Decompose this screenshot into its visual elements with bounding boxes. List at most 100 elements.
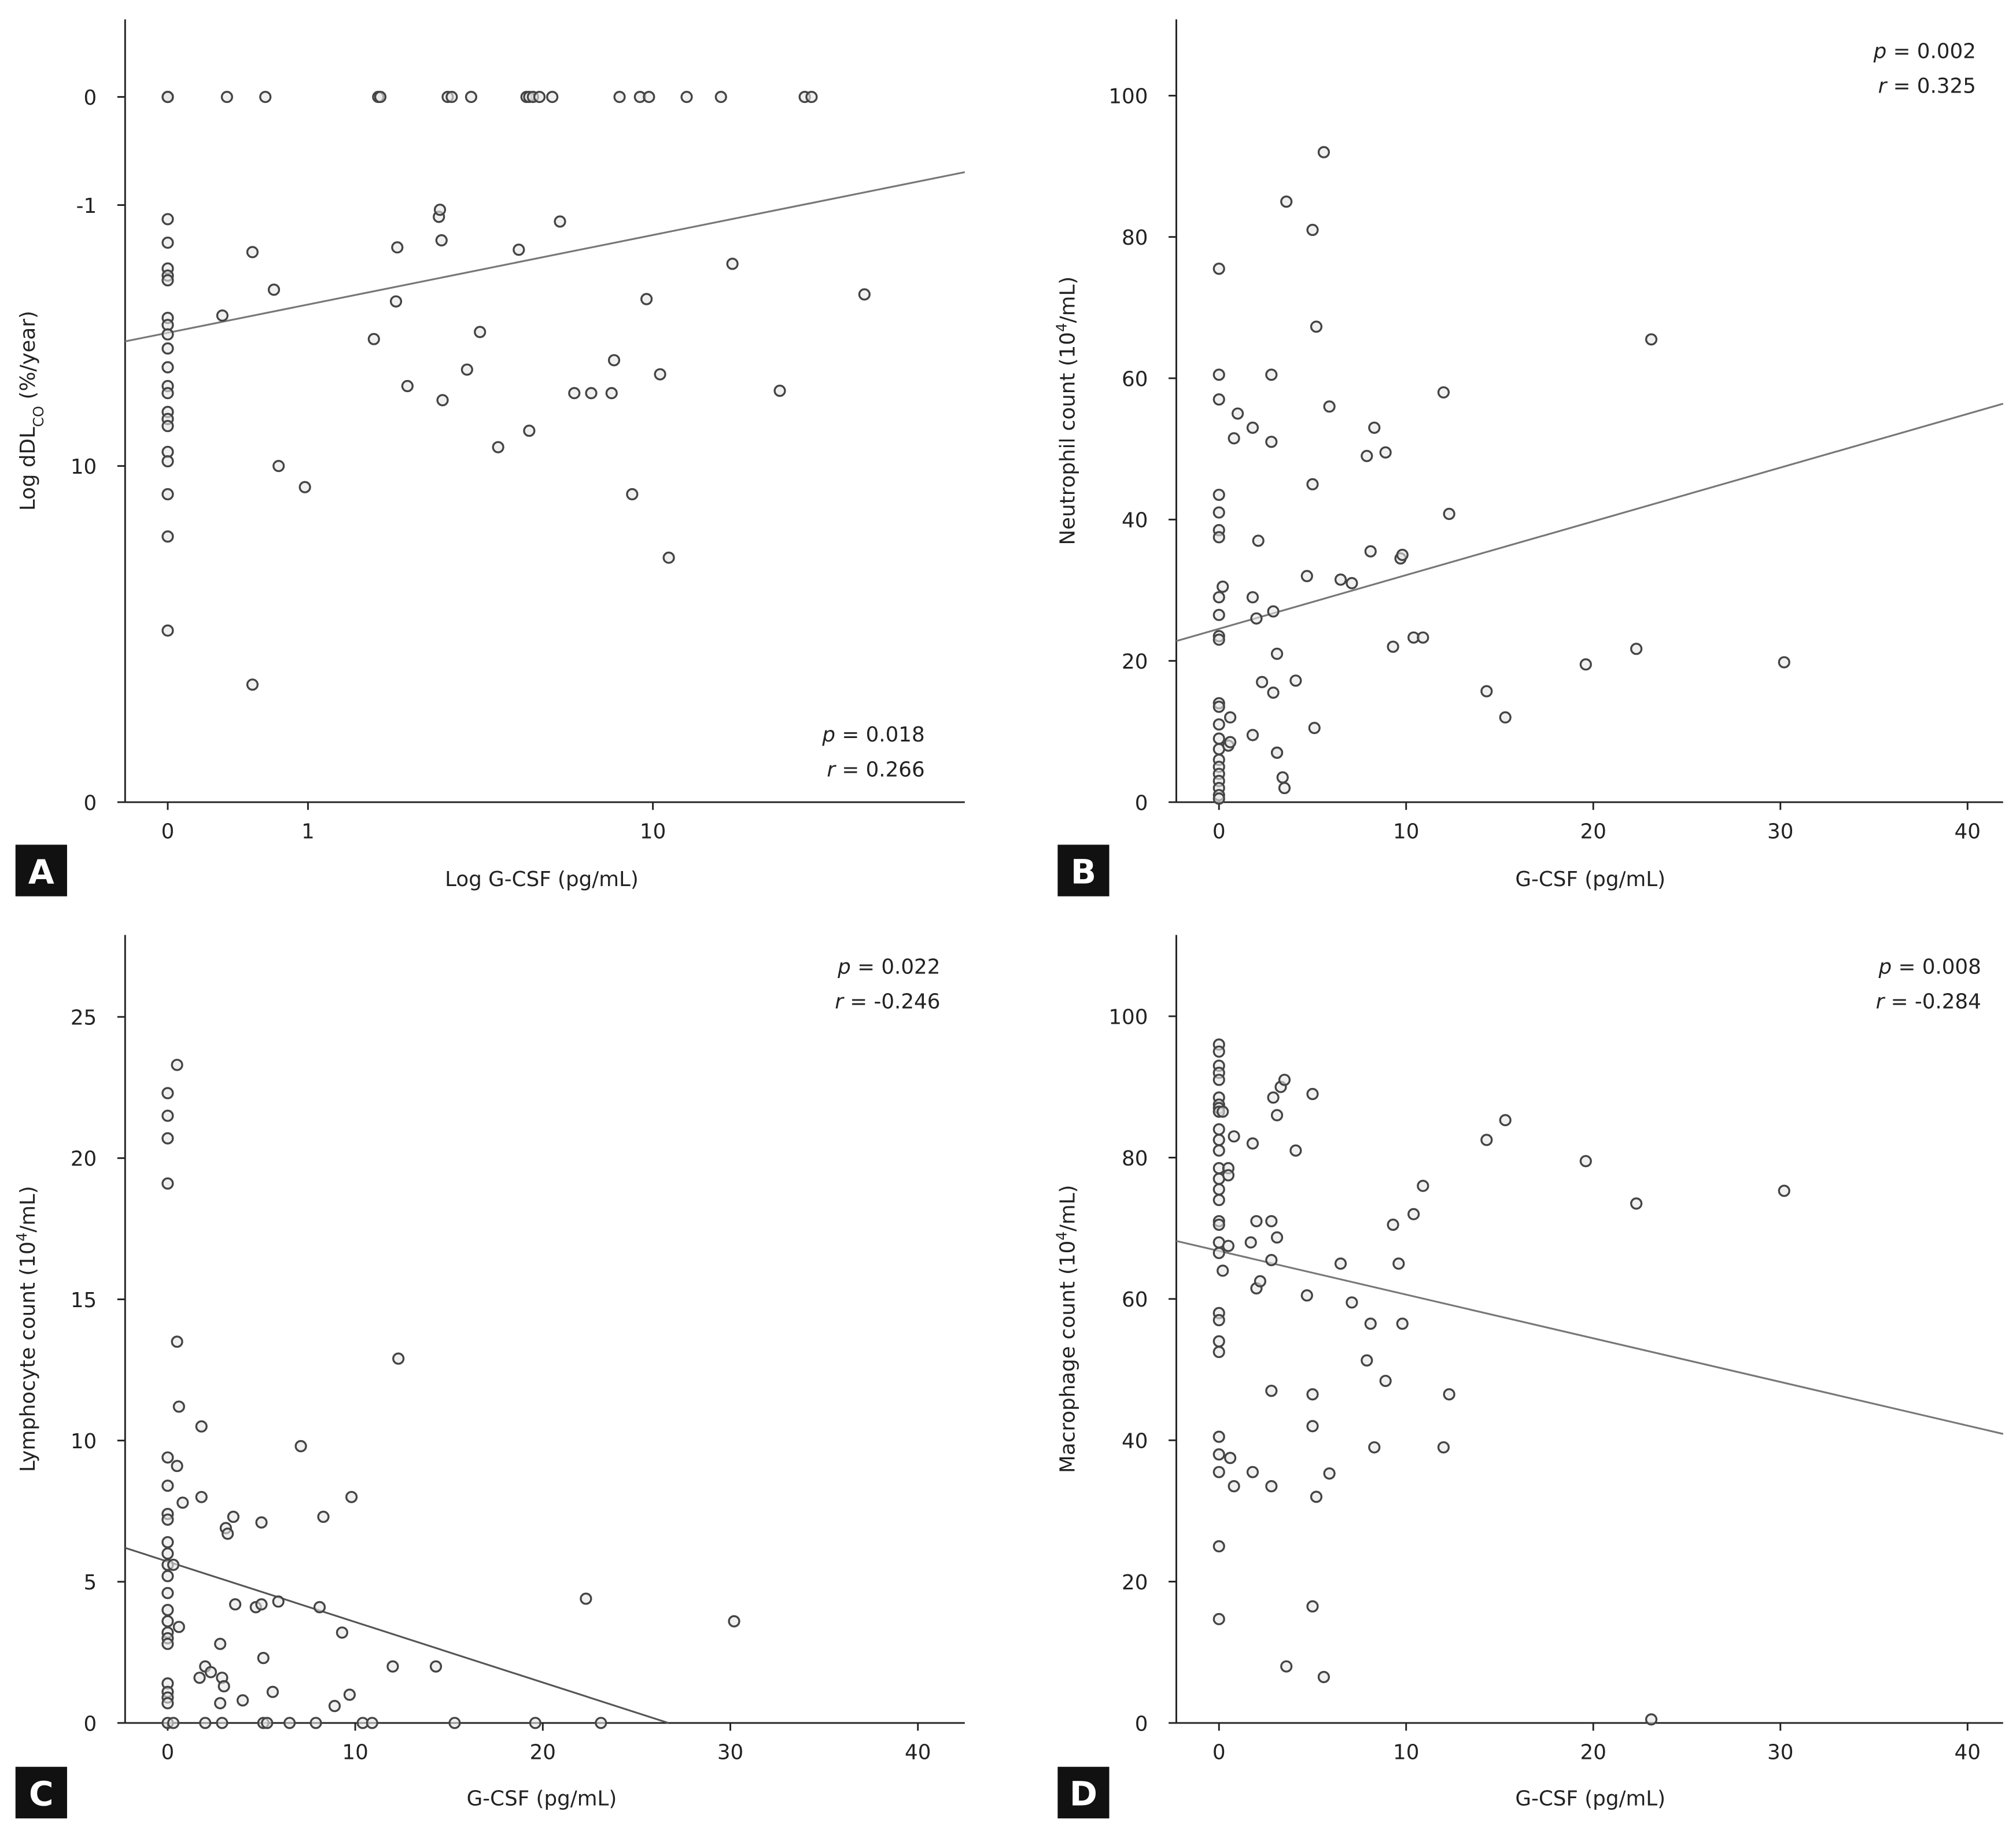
x-axis-label: G-CSF (pg/mL) [1515,1787,1665,1811]
data-point [313,1601,326,1614]
data-point [161,1615,174,1628]
data-point [1250,612,1263,625]
data-point [272,460,285,473]
data-point [580,1592,592,1605]
y-axis-label: Lymphocyte count (104/mL) [13,1186,40,1472]
data-point [1212,393,1225,406]
data-point [1212,1448,1225,1461]
data-point [1276,771,1289,784]
data-point [1267,686,1280,699]
data-point [1645,333,1658,346]
data-point [1645,1713,1658,1726]
data-point [1246,421,1259,434]
data-point [386,1660,399,1673]
data-point [161,361,174,374]
trendline [1176,1240,2004,1435]
y-axis-label-part: /mL) [16,1186,40,1233]
data-point [367,333,380,345]
data-point [1246,591,1259,604]
data-point [171,1335,183,1348]
data-point [391,241,404,254]
trendline [124,1547,669,1724]
data-point [773,385,786,397]
x-tick-label: 40 [1955,820,1981,843]
data-point [1212,1246,1225,1259]
data-point [1437,1441,1450,1453]
data-point [171,1459,183,1473]
data-point [193,1672,206,1684]
panel-label-box [1057,1766,1110,1818]
data-point [1778,1185,1790,1197]
data-point [1212,633,1225,646]
x-axis-label: G-CSF (pg/mL) [1515,868,1665,891]
data-point [343,1688,356,1701]
data-point [366,1717,378,1729]
data-point [1212,1345,1225,1359]
data-point [1437,386,1450,399]
x-tick-label: 10 [1393,1740,1419,1764]
data-point [1387,1218,1399,1231]
stat-value: = 0.325 [1886,75,1976,98]
data-point [195,1420,208,1433]
data-point [328,1700,341,1713]
data-point [161,1637,174,1650]
y-axis-label-part: Log dDL [16,427,40,511]
y-tick-label: 40 [1122,1430,1148,1453]
stat-annotation: p = 0.018 [821,723,924,747]
y-axis-label-part: /mL) [1056,1185,1079,1232]
data-point [1254,1275,1266,1287]
data-point [465,90,478,104]
data-point [176,1496,189,1509]
data-point [1212,1314,1225,1327]
data-point [259,90,272,104]
y-tick-label: 0 [84,791,97,815]
y-tick-label: 0 [84,1712,97,1736]
data-point [1265,436,1278,448]
stat-value: = 0.018 [835,723,925,747]
data-point [1246,1137,1259,1150]
data-point [1387,640,1399,653]
data-point [229,1598,242,1611]
trendline [1176,403,2004,642]
trendline [124,171,965,342]
y-tick-label: 100 [1108,85,1148,109]
data-point [1222,1169,1234,1182]
data-point [167,1717,180,1729]
data-point [161,1087,174,1100]
data-point [1334,1257,1347,1270]
data-point [222,1528,234,1540]
data-point [1212,792,1225,805]
data-point [283,1717,296,1729]
data-point [161,1451,174,1464]
y-axis-label-part: CO [30,406,47,427]
y-axis-label-part: Neutrophil count (10 [1056,332,1079,545]
y-tick-label: 60 [1122,1288,1148,1312]
data-point [161,1536,174,1549]
data-point [460,363,473,376]
y-tick-label: 80 [1122,1147,1148,1171]
data-point [257,1652,270,1665]
data-point [1364,545,1377,558]
data-point [640,293,653,305]
stat-annotation: r = 0.266 [827,758,924,781]
data-point [1346,1296,1358,1309]
stat-annotation: r = 0.325 [1878,75,1976,98]
data-point [436,394,449,407]
data-point [513,243,525,256]
data-point [1300,570,1313,582]
y-tick-label: 10 [71,1430,97,1453]
data-point [317,1510,330,1523]
data-point [1310,1490,1323,1503]
data-point [392,1352,405,1365]
x-tick-label: 40 [905,1740,931,1764]
data-point [1212,263,1225,275]
y-tick-label: 0 [1135,791,1148,815]
data-point [161,387,174,400]
data-point [1212,488,1225,501]
data-point [1392,1257,1405,1270]
data-point [161,455,174,468]
data-point [1265,1385,1278,1397]
data-point [161,1570,174,1582]
y-axis-label: Macrophage count (104/mL) [1053,1185,1079,1473]
data-point [1306,1388,1319,1401]
